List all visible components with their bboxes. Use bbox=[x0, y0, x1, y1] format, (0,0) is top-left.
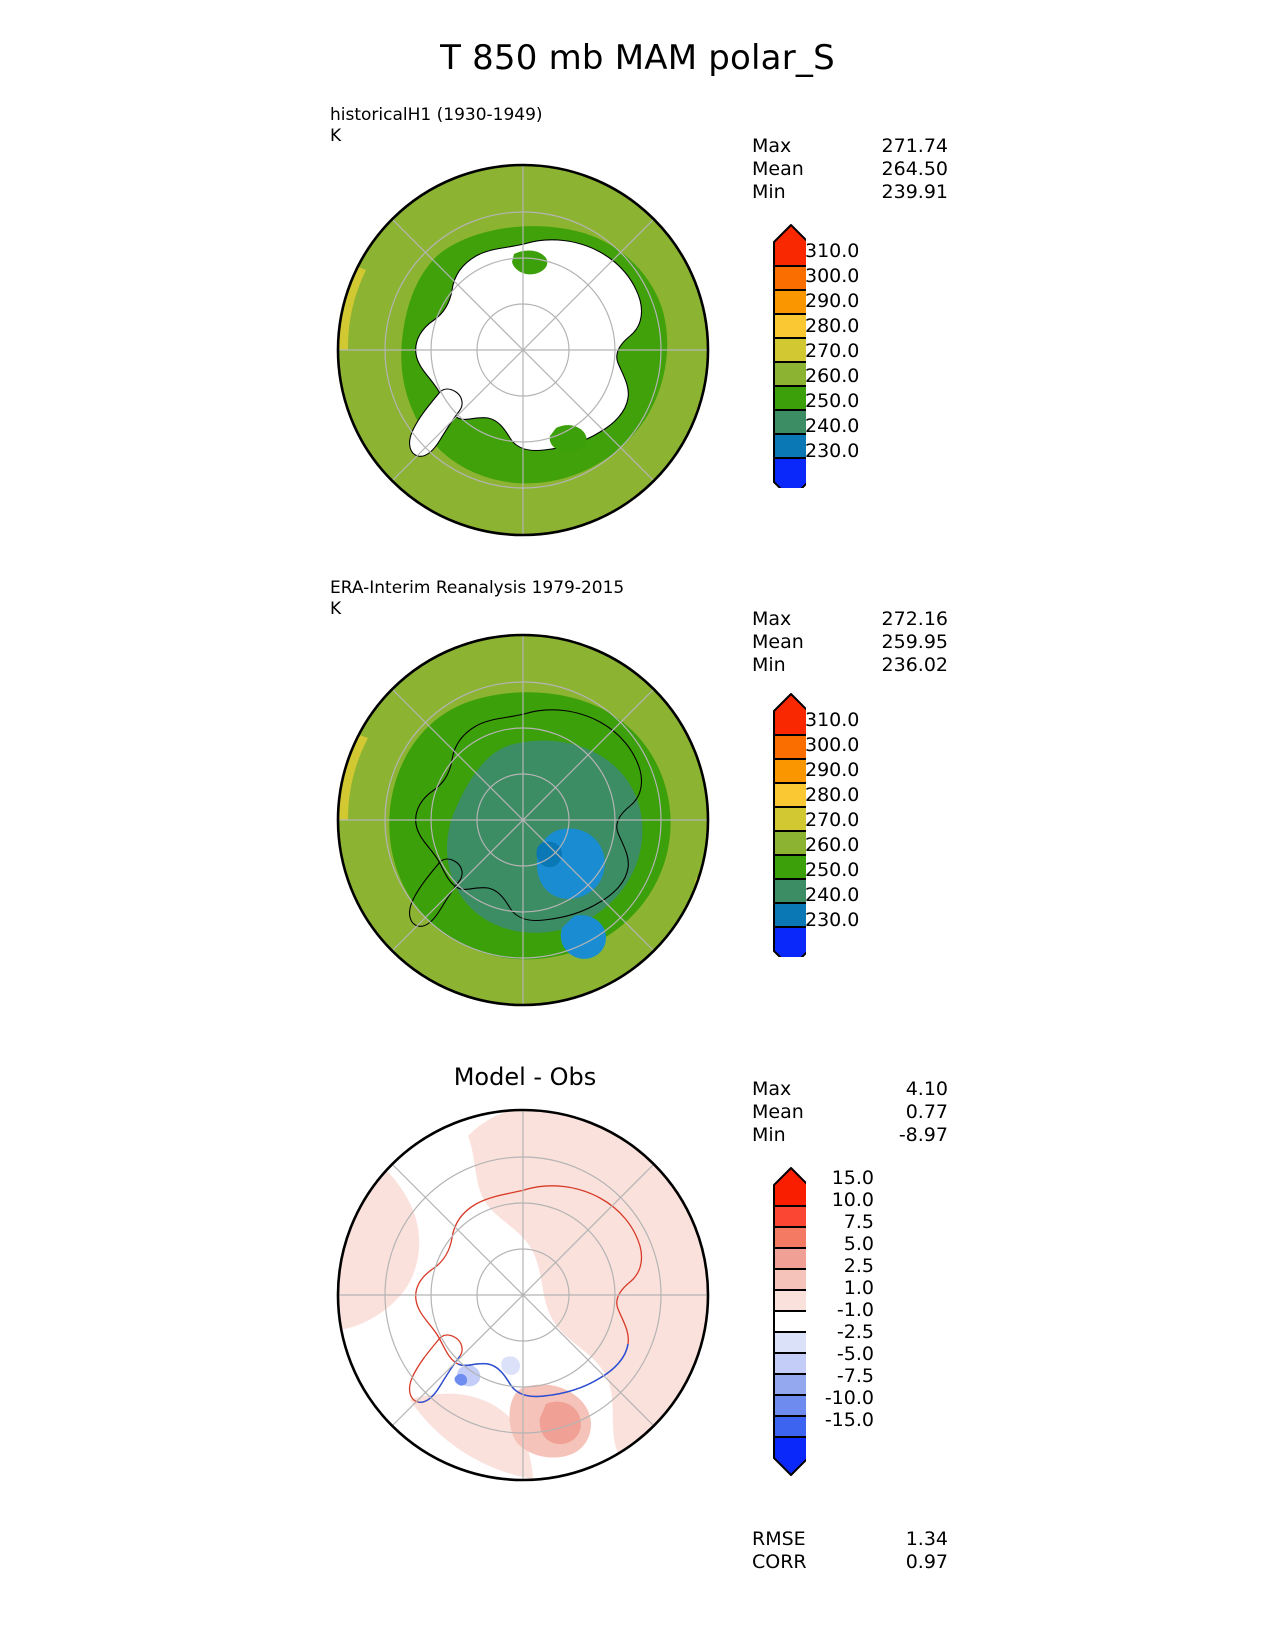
cbar-tick: 260.0 bbox=[805, 834, 860, 856]
cbar-tick: -15.0 bbox=[824, 1409, 874, 1431]
stat-value: 236.02 bbox=[881, 654, 948, 676]
stat-value: 259.95 bbox=[881, 631, 948, 653]
cbar-tick: 7.5 bbox=[843, 1211, 874, 1233]
map-obs bbox=[318, 630, 728, 1010]
cbar-tick: 2.5 bbox=[843, 1255, 874, 1277]
stat-key: Mean bbox=[752, 158, 804, 180]
cbar-tick: 10.0 bbox=[831, 1189, 874, 1211]
stat-value: 0.77 bbox=[905, 1101, 948, 1123]
stat-key: Max bbox=[752, 608, 792, 630]
stat-key: Max bbox=[752, 135, 792, 157]
metric-key: RMSE bbox=[752, 1528, 806, 1550]
stat-key: Max bbox=[752, 1078, 792, 1100]
cbar-tick: 310.0 bbox=[805, 240, 860, 262]
map-difference bbox=[318, 1100, 728, 1490]
cbar-tick: 230.0 bbox=[805, 440, 860, 462]
stat-key: Min bbox=[752, 654, 786, 676]
map-model bbox=[318, 160, 728, 540]
cbar-tick: 300.0 bbox=[805, 734, 860, 756]
figure-title: T 850 mb MAM polar_S bbox=[440, 38, 835, 78]
cbar-tick: -10.0 bbox=[824, 1387, 874, 1409]
cbar-tick: 240.0 bbox=[805, 415, 860, 437]
panel-model-units: K bbox=[330, 126, 342, 146]
cbar-tick: 270.0 bbox=[805, 340, 860, 362]
cbar-tick: -7.5 bbox=[836, 1365, 874, 1387]
cbar-tick: 300.0 bbox=[805, 265, 860, 287]
cbar-tick: 260.0 bbox=[805, 365, 860, 387]
metric-key: CORR bbox=[752, 1551, 807, 1573]
cbar-tick: 290.0 bbox=[805, 759, 860, 781]
cbar-tick: 290.0 bbox=[805, 290, 860, 312]
stat-value: 4.10 bbox=[905, 1078, 948, 1100]
stat-key: Min bbox=[752, 1124, 786, 1146]
cbar-tick: -2.5 bbox=[836, 1321, 874, 1343]
cbar-tick: 250.0 bbox=[805, 859, 860, 881]
cbar-tick: 230.0 bbox=[805, 909, 860, 931]
colorbar-difference bbox=[750, 1158, 806, 1478]
metric-value: 0.97 bbox=[905, 1551, 948, 1573]
panel-obs-label: ERA-Interim Reanalysis 1979-2015 bbox=[330, 578, 625, 598]
colorbar-model bbox=[750, 213, 806, 488]
cbar-tick: 5.0 bbox=[843, 1233, 874, 1255]
cbar-tick: -1.0 bbox=[836, 1299, 874, 1321]
panel-model-label: historicalH1 (1930-1949) bbox=[330, 105, 543, 125]
stat-key: Mean bbox=[752, 631, 804, 653]
stat-value: 239.91 bbox=[881, 181, 948, 203]
cbar-tick: 15.0 bbox=[831, 1167, 874, 1189]
cbar-tick: 280.0 bbox=[805, 315, 860, 337]
panel-obs-units: K bbox=[330, 599, 342, 619]
cbar-tick: 1.0 bbox=[843, 1277, 874, 1299]
cbar-tick: 240.0 bbox=[805, 884, 860, 906]
stat-value: -8.97 bbox=[898, 1124, 948, 1146]
cbar-tick: 250.0 bbox=[805, 390, 860, 412]
cbar-tick: 280.0 bbox=[805, 784, 860, 806]
stat-key: Mean bbox=[752, 1101, 804, 1123]
stat-value: 264.50 bbox=[881, 158, 948, 180]
cbar-tick: 310.0 bbox=[805, 709, 860, 731]
metric-value: 1.34 bbox=[905, 1528, 948, 1550]
stat-value: 271.74 bbox=[881, 135, 948, 157]
panel-difference-label: Model - Obs bbox=[453, 1063, 597, 1091]
cbar-tick: -5.0 bbox=[836, 1343, 874, 1365]
cbar-tick: 270.0 bbox=[805, 809, 860, 831]
stat-key: Min bbox=[752, 181, 786, 203]
stat-value: 272.16 bbox=[881, 608, 948, 630]
colorbar-obs bbox=[750, 682, 806, 957]
